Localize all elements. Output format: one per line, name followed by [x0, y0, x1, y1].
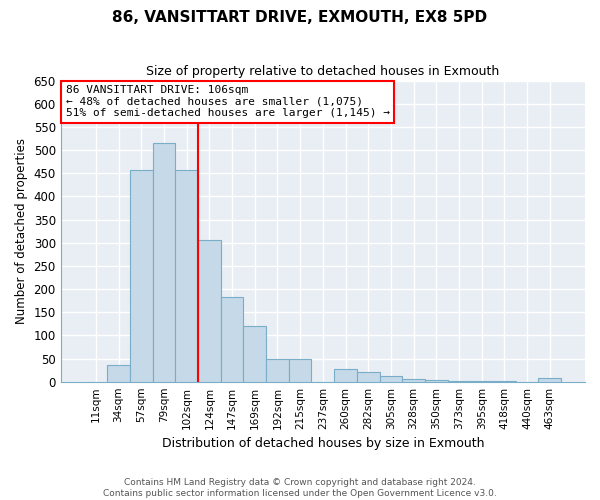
Bar	[107, 366, 130, 382]
Bar	[175, 170, 198, 382]
Bar	[538, 378, 561, 382]
Bar	[357, 372, 380, 382]
X-axis label: Distribution of detached houses by size in Exmouth: Distribution of detached houses by size …	[161, 437, 484, 450]
Bar	[402, 380, 425, 382]
Text: Contains HM Land Registry data © Crown copyright and database right 2024.
Contai: Contains HM Land Registry data © Crown c…	[103, 478, 497, 498]
Text: 86, VANSITTART DRIVE, EXMOUTH, EX8 5PD: 86, VANSITTART DRIVE, EXMOUTH, EX8 5PD	[112, 10, 488, 25]
Bar	[289, 358, 311, 382]
Text: 86 VANSITTART DRIVE: 106sqm
← 48% of detached houses are smaller (1,075)
51% of : 86 VANSITTART DRIVE: 106sqm ← 48% of det…	[66, 85, 390, 118]
Title: Size of property relative to detached houses in Exmouth: Size of property relative to detached ho…	[146, 65, 499, 78]
Bar	[221, 297, 244, 382]
Bar	[198, 240, 221, 382]
Bar	[380, 376, 402, 382]
Y-axis label: Number of detached properties: Number of detached properties	[15, 138, 28, 324]
Bar	[425, 380, 448, 382]
Bar	[130, 170, 152, 382]
Bar	[448, 381, 470, 382]
Bar	[334, 368, 357, 382]
Bar	[152, 143, 175, 382]
Bar	[266, 358, 289, 382]
Bar	[244, 326, 266, 382]
